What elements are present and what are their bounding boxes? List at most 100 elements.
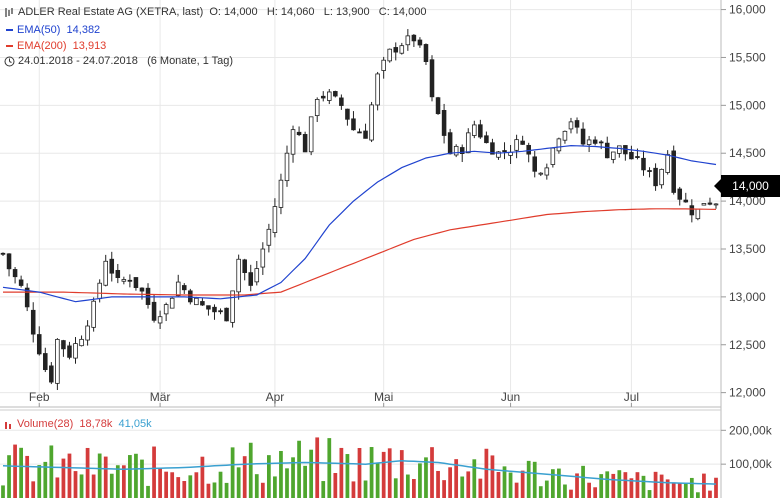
candle-body	[683, 199, 689, 203]
volume-bar	[291, 457, 295, 498]
volume-bar	[7, 455, 11, 498]
candle-body	[375, 73, 380, 106]
volume-bar	[25, 455, 30, 498]
volume-bar	[659, 474, 664, 498]
candle-body	[30, 309, 36, 335]
volume-bar	[61, 458, 66, 498]
volume-bar	[399, 450, 404, 498]
candle-body	[127, 279, 133, 282]
volume-bar	[49, 445, 54, 498]
volume-bar	[85, 447, 90, 498]
volume-bar	[593, 487, 598, 498]
volume-bar	[689, 477, 694, 498]
volume-bar	[55, 477, 60, 498]
candle-body	[701, 203, 707, 206]
volume-bar	[436, 470, 440, 498]
candle-body	[423, 44, 429, 62]
candle-body	[441, 110, 447, 136]
candle-body	[133, 277, 139, 288]
volume-bar	[79, 474, 84, 498]
candle-body	[357, 131, 362, 134]
month-label: Jun	[501, 390, 520, 404]
candle-body	[254, 268, 260, 283]
candle-body	[85, 325, 90, 341]
candle-body	[6, 253, 12, 270]
candle-body	[526, 144, 531, 155]
candle-body	[453, 145, 459, 156]
ohlc-values: O: 14,000 H: 14,060 L: 13,900 C: 14,000	[209, 6, 427, 18]
ema50-swatch	[6, 29, 13, 32]
volume-bar	[254, 474, 259, 498]
volume-bar	[635, 472, 640, 498]
candle-body	[574, 120, 580, 128]
price-tick-label: 13,500	[729, 242, 766, 256]
price-tick-label: 15,000	[729, 98, 766, 112]
candle-body	[417, 39, 423, 46]
candle-body	[200, 301, 205, 306]
candle-body	[496, 151, 501, 158]
candle-body	[617, 145, 622, 154]
price-axis: 12,000 12,500 13,000 13,500 14,000 14,500 15,0…	[721, 3, 766, 400]
price-tick-label: 16,000	[729, 3, 766, 17]
volume-bar	[158, 468, 162, 498]
volume-bar	[671, 483, 676, 498]
candle-body	[212, 306, 217, 313]
volume-bar	[115, 465, 120, 498]
volume-value1: 18,78k	[79, 418, 113, 430]
candle-body	[514, 139, 519, 151]
volume-bar	[97, 453, 102, 498]
volume-bar	[73, 471, 78, 498]
candle-body	[478, 124, 483, 138]
volume-bar	[321, 481, 326, 498]
month-label: Mai	[374, 390, 393, 404]
volume-bar	[248, 442, 253, 498]
candle-body	[689, 205, 695, 216]
candle-body	[61, 340, 66, 350]
candle-body	[695, 208, 701, 220]
volume-bar	[460, 476, 465, 498]
volume-bar	[134, 453, 138, 498]
volume-bar	[617, 470, 622, 498]
volume-bar	[557, 468, 561, 498]
volume-bar	[140, 459, 144, 498]
volume-bar	[623, 472, 628, 498]
candle-body	[707, 202, 713, 205]
volume-bar	[200, 456, 205, 498]
volume-bar	[605, 471, 610, 498]
candle-body	[641, 157, 646, 171]
range-row: 24.01.2018 - 24.07.2018 (6 Monate, 1 Tag…	[0, 55, 233, 67]
volume-bar	[285, 468, 289, 498]
volume-bar	[478, 478, 483, 498]
volume-bar	[702, 473, 706, 498]
volume-bar	[37, 465, 42, 498]
candle-body	[36, 334, 42, 355]
volume-bar	[520, 470, 525, 498]
ohlc-bars-icon	[5, 7, 13, 17]
candle-body	[115, 270, 121, 279]
candle-body	[97, 282, 102, 300]
candle-body	[163, 304, 169, 315]
candle-body	[459, 147, 465, 154]
month-label: Feb	[29, 390, 50, 404]
volume-bar	[236, 467, 241, 498]
volume-bar	[375, 462, 380, 498]
candle-body	[484, 135, 489, 144]
candle-body	[629, 151, 634, 160]
volume-bar	[351, 481, 356, 498]
volume-value2: 41,05k	[118, 418, 152, 430]
candle-body	[659, 168, 664, 186]
candle-body	[169, 297, 175, 309]
candle-body	[399, 45, 405, 54]
volume-bar	[508, 472, 513, 498]
candle-body	[151, 301, 157, 321]
candle-body	[175, 281, 181, 297]
candle-body	[188, 290, 193, 303]
volume-bar	[206, 483, 211, 498]
ema200-legend: EMA(200) 13,913	[0, 40, 106, 52]
candle-body	[393, 47, 399, 53]
volume-bar	[303, 465, 307, 498]
volume-bar	[279, 450, 283, 498]
candle-body	[465, 132, 471, 154]
volume-bar	[695, 492, 700, 498]
volume-bar	[544, 480, 549, 498]
